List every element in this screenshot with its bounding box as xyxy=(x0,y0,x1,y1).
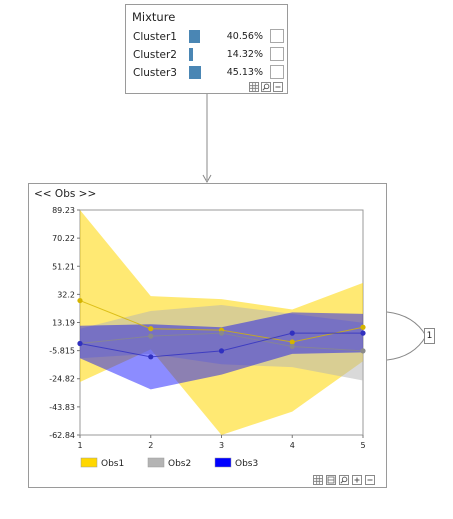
add-icon[interactable] xyxy=(352,475,362,485)
y-tick-label: 32.2 xyxy=(57,290,75,299)
zoom-icon[interactable] xyxy=(261,82,271,92)
point-obs3 xyxy=(77,340,83,347)
x-tick-label: 4 xyxy=(290,441,295,450)
x-tick-label: 5 xyxy=(360,441,365,450)
cluster-checkbox[interactable] xyxy=(270,47,284,61)
legend-swatch xyxy=(214,457,232,468)
cluster-name: Cluster2 xyxy=(133,49,177,61)
point-obs2 xyxy=(218,330,225,336)
grid-icon[interactable] xyxy=(313,475,323,485)
legend-swatch xyxy=(147,457,165,468)
cluster-row: Cluster2 14.32% xyxy=(126,46,287,64)
point-obs1 xyxy=(360,324,366,330)
y-tick-label: -62.84 xyxy=(49,431,75,440)
arrow-head xyxy=(202,174,212,184)
cluster-percent: 14.32% xyxy=(226,49,263,60)
obs-chart: 89.23 70.22 51.21 32.2 13.19 -5.815 -24.82 -43.… xyxy=(49,206,366,469)
cluster-weight-bar xyxy=(189,30,200,43)
y-tick-label: -5.815 xyxy=(49,347,75,356)
legend-swatch xyxy=(80,457,98,468)
cluster-weight-bar xyxy=(189,48,193,61)
cluster-percent: 40.56% xyxy=(226,31,263,42)
cluster-checkbox[interactable] xyxy=(270,65,284,79)
cluster-weight-bar xyxy=(189,66,201,79)
point-obs1 xyxy=(77,297,83,304)
obs-title: << Obs >> xyxy=(34,188,97,200)
mixture-title: Mixture xyxy=(132,10,176,24)
point-obs3 xyxy=(360,330,366,336)
band-obs2 xyxy=(80,305,363,381)
y-tick-label: -24.82 xyxy=(49,375,75,384)
minimize-icon[interactable] xyxy=(365,475,375,485)
x-tick-label: 2 xyxy=(148,441,153,450)
y-tick-label: 51.21 xyxy=(52,262,75,271)
y-tick-label: 13.19 xyxy=(52,319,75,328)
legend-label: Obs2 xyxy=(168,459,191,469)
mixture-panel[interactable]: Mixture Cluster1 40.56% Cluster2 14.32% … xyxy=(125,4,288,94)
point-obs1 xyxy=(289,339,295,345)
node-badge-label: 1 xyxy=(426,331,433,341)
x-tick-label: 1 xyxy=(77,441,82,450)
point-obs1 xyxy=(148,326,154,332)
y-tick-label: -43.83 xyxy=(49,403,75,412)
point-obs2 xyxy=(289,343,295,350)
cluster-row: Cluster1 40.56% xyxy=(126,28,287,46)
loop-connector xyxy=(386,311,427,361)
cluster-checkbox[interactable] xyxy=(270,29,284,43)
cluster-row: Cluster3 45.13% xyxy=(126,64,287,82)
y-tick-label: 70.22 xyxy=(52,234,75,243)
node-badge[interactable]: 1 xyxy=(424,328,435,344)
grid-icon[interactable] xyxy=(249,82,259,92)
cluster-name: Cluster1 xyxy=(133,31,177,43)
legend-label: Obs1 xyxy=(101,459,124,469)
point-obs3 xyxy=(289,330,295,336)
point-obs3 xyxy=(148,354,154,360)
point-obs2 xyxy=(148,333,154,339)
point-obs3 xyxy=(218,348,225,354)
cluster-name: Cluster3 xyxy=(133,67,177,79)
minimize-icon[interactable] xyxy=(273,82,283,92)
table-icon[interactable] xyxy=(326,475,336,485)
point-obs2 xyxy=(360,348,366,354)
cluster-percent: 45.13% xyxy=(226,67,263,78)
y-tick-label: 89.23 xyxy=(52,206,75,215)
legend-label: Obs3 xyxy=(235,459,258,469)
zoom-icon[interactable] xyxy=(339,475,349,485)
x-tick-label: 3 xyxy=(219,441,224,450)
obs-panel[interactable]: << Obs >> 89.23 70.22 51.21 32.2 13.19 -5.815… xyxy=(28,183,387,488)
